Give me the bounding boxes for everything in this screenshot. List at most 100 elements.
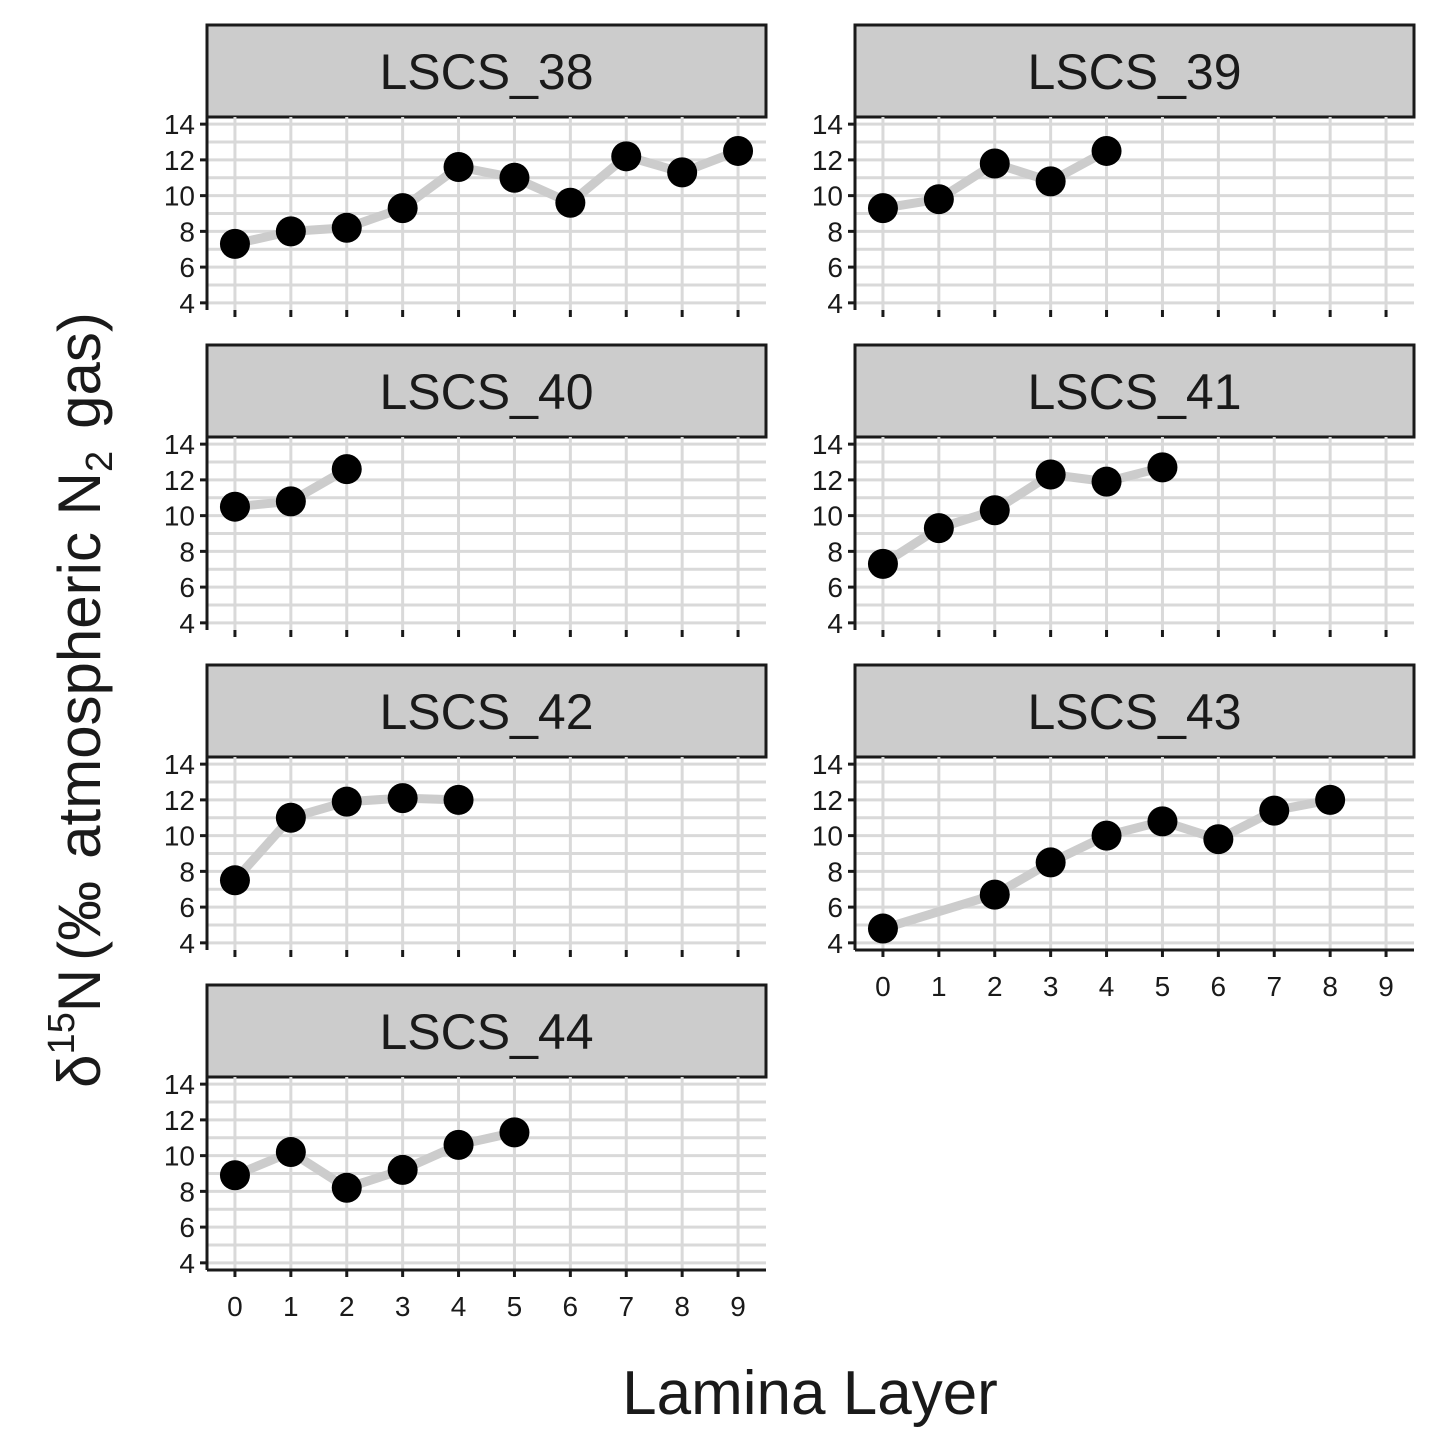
y-tick-label: 6 <box>179 572 195 603</box>
y-tick-label: 6 <box>827 252 843 283</box>
y-tick-label: 8 <box>827 536 843 567</box>
x-tick-label: 5 <box>507 1291 523 1322</box>
y-tick-label: 14 <box>164 749 195 780</box>
x-tick-label: 8 <box>674 1291 690 1322</box>
facet-strip-label: LSCS_39 <box>1027 44 1241 100</box>
x-tick-label: 9 <box>730 1291 746 1322</box>
data-point <box>275 1137 306 1168</box>
x-tick-label: 6 <box>563 1291 579 1322</box>
y-tick-label: 4 <box>179 928 195 959</box>
y-tick-label: 8 <box>179 536 195 567</box>
data-point <box>667 157 698 188</box>
y-axis-title: δ15N (‰ atmospheric N2 gas) <box>41 312 121 1088</box>
facet-panel: LSCS_39 4 6 8 10 12 14 <box>812 23 1416 319</box>
facet-strip <box>205 663 768 759</box>
x-tick-label: 0 <box>227 1291 243 1322</box>
data-point <box>1091 820 1122 851</box>
y-tick-label: 4 <box>827 608 843 639</box>
facet-strip <box>205 343 768 439</box>
facet-panel: LSCS_38 4 6 8 10 12 14 <box>164 23 768 319</box>
y-tick-label: 6 <box>179 252 195 283</box>
data-point <box>1315 784 1346 815</box>
facet-panel: LSCS_40 4 6 8 10 12 14 <box>164 343 768 639</box>
y-tick-label: 4 <box>179 288 195 319</box>
facet-strip-label: LSCS_42 <box>379 684 593 740</box>
data-point <box>275 486 306 517</box>
x-axis-title: Lamina Layer <box>622 1359 998 1428</box>
y-tick-label: 12 <box>164 465 195 496</box>
facet-strip <box>853 343 1416 439</box>
y-tick-label: 14 <box>164 429 195 460</box>
grid-lines <box>207 1077 766 1270</box>
data-point <box>923 184 954 215</box>
y-tick-label: 10 <box>164 821 195 852</box>
data-point <box>979 879 1010 910</box>
x-tick-label: 7 <box>1266 971 1282 1002</box>
x-tick-label: 8 <box>1322 971 1338 1002</box>
x-tick-label: 4 <box>1099 971 1115 1002</box>
y-axis-title-element: N <box>46 969 113 1012</box>
y-tick-label: 6 <box>179 1212 195 1243</box>
facet-strip-label: LSCS_41 <box>1027 364 1241 420</box>
x-tick-label: 0 <box>875 971 891 1002</box>
data-point <box>923 513 954 544</box>
data-point <box>331 454 362 485</box>
facet-strip-label: LSCS_38 <box>379 44 593 100</box>
data-point <box>1203 824 1234 855</box>
x-tick-label: 4 <box>451 1291 467 1322</box>
data-point <box>275 802 306 833</box>
data-point <box>499 162 530 193</box>
x-tick-label: 3 <box>395 1291 411 1322</box>
data-point <box>1091 135 1122 166</box>
y-tick-label: 4 <box>827 928 843 959</box>
y-axis-title-subscript: 2 <box>79 451 121 472</box>
y-tick-label: 14 <box>812 429 843 460</box>
data-point <box>1259 795 1290 826</box>
y-tick-label: 14 <box>164 1069 195 1100</box>
data-point <box>979 495 1010 526</box>
x-tick-label: 2 <box>339 1291 355 1322</box>
facet-strip-label: LSCS_43 <box>1027 684 1241 740</box>
y-tick-label: 10 <box>164 501 195 532</box>
y-tick-label: 14 <box>812 749 843 780</box>
x-tick-label: 6 <box>1211 971 1227 1002</box>
y-tick-label: 10 <box>812 181 843 212</box>
y-tick-label: 8 <box>827 856 843 887</box>
y-tick-label: 8 <box>179 856 195 887</box>
y-tick-label: 6 <box>827 572 843 603</box>
data-point <box>611 141 642 172</box>
facet-strip-label: LSCS_44 <box>379 1004 593 1060</box>
data-point <box>867 548 898 579</box>
y-axis-title-superscript: 15 <box>41 1012 83 1054</box>
y-axis-title-symbol: δ <box>46 1054 113 1087</box>
data-point <box>979 148 1010 179</box>
y-tick-label: 10 <box>812 821 843 852</box>
data-point <box>219 228 250 259</box>
facet-strip <box>205 983 768 1079</box>
y-tick-label: 10 <box>164 1141 195 1172</box>
y-tick-label: 12 <box>812 785 843 816</box>
x-tick-label: 5 <box>1155 971 1171 1002</box>
series-line <box>230 146 743 249</box>
data-point <box>867 913 898 944</box>
data-point <box>1035 459 1066 490</box>
y-axis-title-middle: atmospheric N <box>46 472 113 859</box>
data-point <box>1035 847 1066 878</box>
y-tick-label: 12 <box>164 785 195 816</box>
y-tick-label: 12 <box>164 1105 195 1136</box>
x-tick-label: 1 <box>931 971 947 1002</box>
y-tick-label: 4 <box>827 288 843 319</box>
y-tick-label: 4 <box>179 1248 195 1279</box>
data-point <box>275 216 306 247</box>
y-tick-label: 14 <box>164 109 195 140</box>
data-point <box>1147 452 1178 483</box>
y-tick-label: 8 <box>179 1176 195 1207</box>
data-point <box>867 193 898 224</box>
facet-panel: LSCS_42 4 6 8 10 12 14 <box>164 663 768 959</box>
y-axis-title-open: ( <box>46 941 113 961</box>
y-tick-label: 4 <box>179 608 195 639</box>
